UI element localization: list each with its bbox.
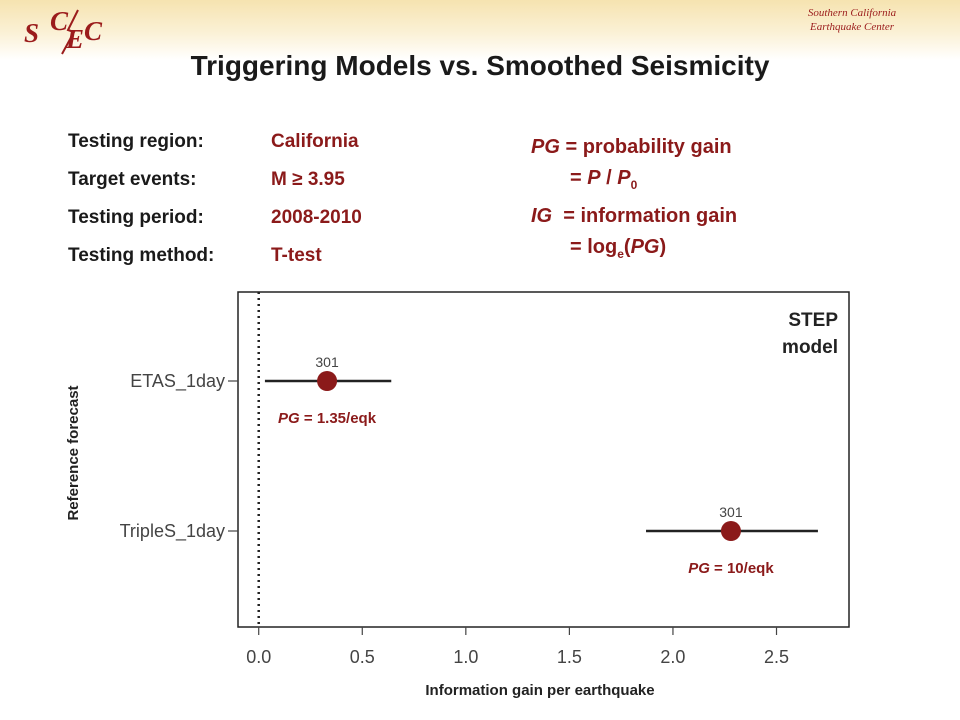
ig-formula: = loge(PG) bbox=[570, 236, 666, 261]
data-point bbox=[720, 521, 741, 541]
organization-name: Southern California Earthquake Center bbox=[762, 6, 942, 34]
x-tick-label: 0.5 bbox=[350, 647, 375, 667]
sample-count-label: 301 bbox=[315, 354, 339, 370]
ig-formula-close: ) bbox=[659, 236, 667, 258]
logo-lightning-icon bbox=[61, 9, 79, 55]
y-tick-label: ETAS_1day bbox=[130, 371, 225, 392]
logo-letter-c1: C bbox=[50, 6, 69, 36]
info-label: Testing period: bbox=[68, 207, 204, 228]
pg-formula-p: P bbox=[587, 167, 601, 189]
pg-formula: = P / P0 bbox=[570, 167, 637, 192]
x-tick-label: 2.5 bbox=[764, 647, 789, 667]
pg-formula-p0: P bbox=[617, 167, 631, 189]
pg-definition: PG = probability gain bbox=[531, 136, 732, 159]
logo-letter-s: S bbox=[24, 18, 40, 48]
info-label: Testing method: bbox=[68, 245, 215, 266]
model-label-line1: STEP bbox=[788, 310, 838, 331]
sample-count-label: 301 bbox=[719, 504, 743, 520]
slide-title: Triggering Models vs. Smoothed Seismicit… bbox=[190, 50, 770, 81]
data-point bbox=[317, 371, 338, 391]
ig-definition: IG = information gain bbox=[531, 205, 737, 228]
pg-formula-eq: = bbox=[570, 167, 588, 189]
scec-logo: S C E C bbox=[22, 6, 132, 58]
x-tick-label: 1.5 bbox=[557, 647, 582, 667]
info-value: T-test bbox=[271, 245, 322, 266]
model-label-line2: model bbox=[782, 337, 838, 358]
organization-name-line2: Earthquake Center bbox=[809, 21, 894, 33]
pg-formula-slash: / bbox=[600, 167, 618, 189]
x-tick-label: 1.0 bbox=[453, 647, 478, 667]
info-value: M ≥ 3.95 bbox=[271, 169, 345, 190]
x-tick-label: 0.0 bbox=[246, 647, 271, 667]
pg-annotation-abbr: PG bbox=[688, 560, 710, 577]
ig-abbr: IG bbox=[531, 205, 553, 227]
y-axis-label: Reference forecast bbox=[65, 385, 82, 520]
pg-abbr: PG bbox=[531, 136, 560, 158]
header-band bbox=[0, 0, 960, 60]
pg-annotation-value: = 10/eqk bbox=[710, 560, 774, 577]
info-label: Testing region: bbox=[68, 131, 204, 152]
pg-annotation-abbr: PG bbox=[278, 410, 300, 427]
info-row-target: Target events: M ≥ 3.95 bbox=[68, 169, 345, 191]
pg-annotation-value: = 1.35/eqk bbox=[300, 410, 377, 427]
pg-text: = probability gain bbox=[559, 136, 732, 158]
info-value: California bbox=[271, 131, 359, 152]
x-tick-label: 2.0 bbox=[660, 647, 685, 667]
x-axis-label: Information gain per earthquake bbox=[425, 682, 654, 699]
pg-annotation: PG = 10/eqk bbox=[688, 560, 774, 577]
logo-letter-c2: C bbox=[84, 16, 103, 46]
ig-formula-pg: PG bbox=[630, 236, 660, 258]
ig-formula-open: ( bbox=[623, 236, 631, 258]
info-row-region: Testing region: California bbox=[68, 131, 359, 153]
ig-text: = information gain bbox=[552, 205, 738, 227]
ig-formula-eq: = log bbox=[570, 236, 618, 258]
info-row-method: Testing method: T-test bbox=[68, 245, 322, 267]
info-row-period: Testing period: 2008-2010 bbox=[68, 207, 362, 229]
ig-formula-subscript: e bbox=[617, 247, 624, 261]
y-tick-label: TripleS_1day bbox=[120, 521, 225, 542]
info-label: Target events: bbox=[68, 169, 197, 190]
pg-annotation: PG = 1.35/eqk bbox=[278, 410, 377, 427]
info-value: 2008-2010 bbox=[271, 207, 362, 228]
plot-frame bbox=[237, 291, 850, 628]
organization-name-line1: Southern California bbox=[807, 7, 897, 19]
pg-formula-subscript: 0 bbox=[630, 178, 638, 192]
